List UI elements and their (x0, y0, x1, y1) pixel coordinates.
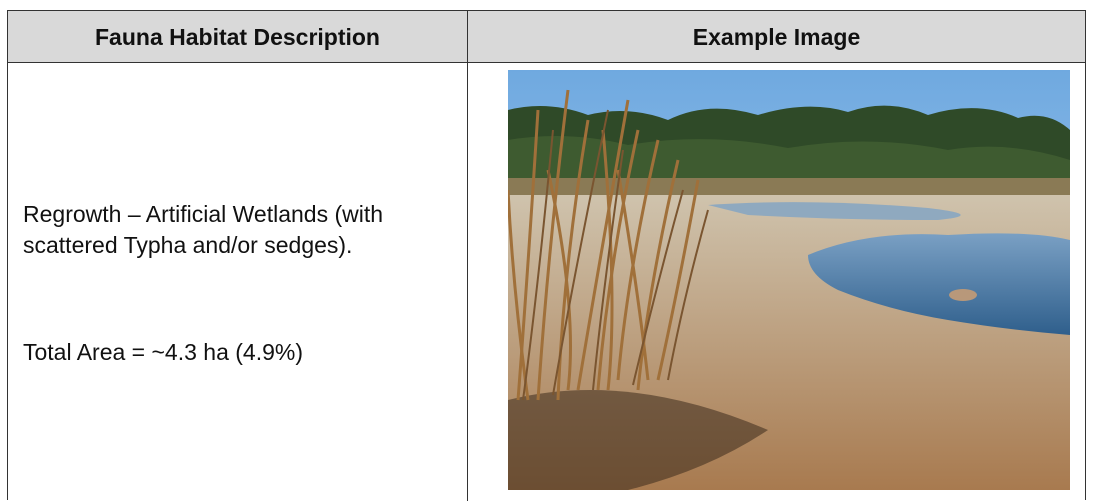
habitat-description: Regrowth – Artificial Wetlands (with sca… (23, 201, 384, 258)
column-divider (467, 11, 468, 501)
header-row: Fauna Habitat Description Example Image (8, 11, 1085, 63)
header-cell: Example Image (692, 24, 861, 50)
table: Fauna Habitat Description Example Image … (7, 10, 1086, 501)
total-area: Total Area = ~4.3 ha (4.9%) (23, 339, 304, 365)
page: Fauna Habitat Description Example Image … (7, 10, 1086, 501)
example-image (508, 70, 1070, 490)
header-cell: Fauna Habitat Description (95, 24, 380, 50)
